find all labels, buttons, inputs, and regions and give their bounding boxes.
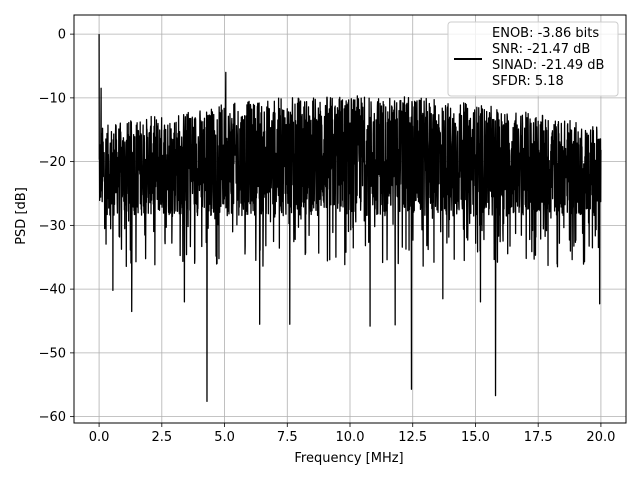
psd-series-line — [98, 34, 602, 402]
x-tick-label: 2.5 — [151, 430, 172, 445]
x-tick-label: 17.5 — [524, 430, 553, 445]
x-tick-label: 15.0 — [461, 430, 490, 445]
legend-line-3: SINAD: -21.49 dB — [492, 58, 604, 73]
x-tick-label: 10.0 — [336, 430, 365, 445]
legend-line-4: SFDR: 5.18 — [492, 74, 564, 89]
series-layer — [98, 34, 602, 402]
x-axis-label: Frequency [MHz] — [294, 451, 403, 466]
y-tick-label: 0 — [58, 28, 66, 43]
y-tick-label: −50 — [39, 346, 66, 361]
x-tick-label: 5.0 — [214, 430, 235, 445]
x-tick-label: 0.0 — [89, 430, 110, 445]
y-axis-label: PSD [dB] — [14, 187, 29, 245]
ticks: 0.0 2.5 5.0 7.5 10.0 12.5 15.0 17.5 20.0 0 −10 −20 −… — [39, 28, 616, 445]
legend: ENOB: -3.86 bits SNR: -21.47 dB SINAD: -21… — [447, 21, 619, 97]
legend-line-2: SNR: -21.47 dB — [492, 42, 590, 57]
legend-label: ENOB: -3.86 bits SNR: -21.47 dB SINAD: -21… — [492, 26, 604, 89]
y-tick-label: −30 — [39, 219, 66, 234]
x-tick-label: 20.0 — [586, 430, 615, 445]
x-tick-label: 12.5 — [398, 430, 427, 445]
y-tick-label: −60 — [39, 410, 66, 425]
x-tick-label: 7.5 — [277, 430, 298, 445]
legend-line-1: ENOB: -3.86 bits — [492, 26, 599, 41]
y-tick-label: −10 — [39, 91, 66, 106]
y-tick-label: −20 — [39, 155, 66, 170]
legend-box — [447, 21, 619, 97]
y-tick-label: −40 — [39, 283, 66, 298]
